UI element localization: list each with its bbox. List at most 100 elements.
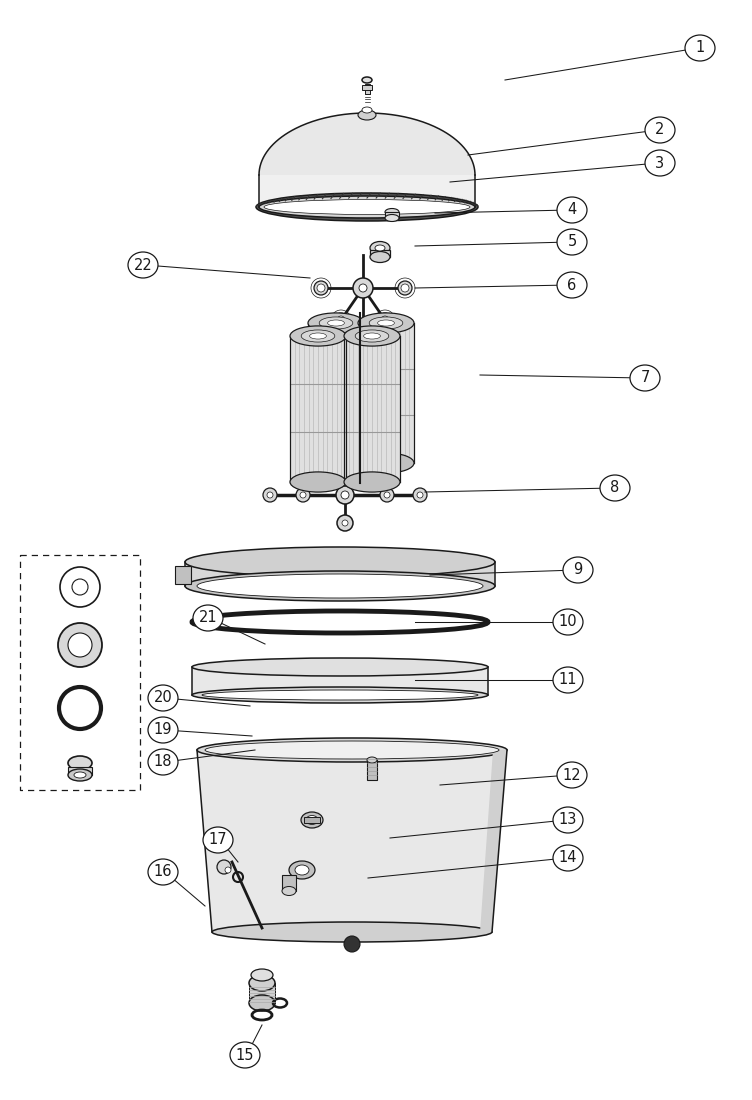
Circle shape: [267, 492, 273, 498]
Circle shape: [384, 492, 390, 498]
Ellipse shape: [202, 690, 478, 700]
Ellipse shape: [310, 333, 326, 339]
Circle shape: [217, 860, 231, 875]
Text: 8: 8: [611, 481, 620, 495]
Circle shape: [337, 515, 353, 531]
Ellipse shape: [600, 475, 630, 500]
Text: 11: 11: [559, 672, 578, 688]
Circle shape: [263, 488, 277, 502]
Ellipse shape: [249, 975, 275, 991]
Ellipse shape: [358, 110, 376, 120]
Bar: [304, 817, 320, 823]
Bar: [367, 760, 377, 780]
Text: 18: 18: [153, 755, 172, 770]
Ellipse shape: [308, 312, 364, 333]
Ellipse shape: [295, 865, 309, 874]
Ellipse shape: [553, 667, 583, 693]
Ellipse shape: [369, 317, 403, 329]
Polygon shape: [259, 175, 475, 207]
Circle shape: [300, 492, 306, 498]
Ellipse shape: [249, 996, 275, 1011]
Ellipse shape: [256, 192, 478, 221]
Ellipse shape: [197, 574, 483, 598]
Polygon shape: [259, 113, 475, 175]
Text: 14: 14: [559, 850, 578, 866]
Ellipse shape: [367, 757, 377, 763]
Ellipse shape: [68, 756, 92, 770]
Text: 22: 22: [134, 257, 153, 273]
Ellipse shape: [148, 717, 178, 743]
Circle shape: [68, 632, 92, 657]
Text: 13: 13: [559, 813, 578, 827]
Text: 4: 4: [567, 202, 577, 218]
Circle shape: [60, 566, 100, 607]
Bar: [249, 983, 275, 1003]
Text: 3: 3: [656, 155, 665, 170]
Text: 19: 19: [153, 723, 172, 737]
Polygon shape: [480, 750, 507, 932]
Ellipse shape: [197, 738, 507, 762]
Circle shape: [337, 316, 345, 324]
Polygon shape: [308, 323, 364, 463]
Ellipse shape: [645, 117, 675, 143]
Ellipse shape: [259, 196, 475, 218]
Ellipse shape: [148, 685, 178, 711]
Ellipse shape: [205, 741, 499, 759]
Bar: [68, 767, 92, 775]
Ellipse shape: [362, 77, 372, 82]
Ellipse shape: [328, 320, 344, 326]
Polygon shape: [197, 750, 507, 932]
Ellipse shape: [251, 969, 273, 981]
Ellipse shape: [185, 571, 495, 601]
Polygon shape: [185, 562, 495, 586]
Circle shape: [58, 623, 102, 667]
Text: 6: 6: [567, 277, 577, 293]
Text: 1: 1: [696, 41, 705, 55]
Ellipse shape: [358, 312, 414, 333]
Circle shape: [401, 284, 409, 292]
Ellipse shape: [378, 320, 394, 326]
Bar: [370, 250, 390, 257]
Ellipse shape: [344, 472, 400, 492]
Ellipse shape: [282, 887, 296, 895]
Text: 20: 20: [153, 691, 172, 705]
Ellipse shape: [289, 861, 315, 879]
Circle shape: [359, 284, 367, 292]
Text: 9: 9: [573, 562, 583, 578]
Ellipse shape: [148, 859, 178, 886]
Text: 15: 15: [235, 1047, 254, 1063]
Circle shape: [378, 314, 392, 327]
Ellipse shape: [212, 922, 492, 942]
Ellipse shape: [557, 197, 587, 223]
Polygon shape: [358, 323, 414, 463]
Ellipse shape: [192, 658, 488, 676]
Ellipse shape: [553, 845, 583, 871]
Circle shape: [344, 936, 360, 952]
Ellipse shape: [557, 762, 587, 788]
Bar: [365, 84, 369, 94]
Text: 12: 12: [562, 768, 581, 782]
Ellipse shape: [557, 272, 587, 298]
Ellipse shape: [203, 827, 233, 853]
Circle shape: [314, 280, 328, 295]
Text: 10: 10: [559, 615, 578, 629]
Circle shape: [342, 520, 348, 526]
Circle shape: [381, 316, 389, 324]
Ellipse shape: [301, 812, 323, 828]
Circle shape: [225, 867, 231, 873]
Ellipse shape: [362, 107, 372, 113]
Ellipse shape: [148, 749, 178, 775]
Circle shape: [353, 278, 373, 298]
Text: 5: 5: [567, 234, 577, 250]
Ellipse shape: [306, 815, 318, 825]
Text: 7: 7: [640, 371, 650, 385]
Circle shape: [341, 491, 349, 499]
Ellipse shape: [630, 365, 660, 390]
Circle shape: [417, 492, 423, 498]
Ellipse shape: [308, 453, 364, 473]
Text: 16: 16: [153, 865, 172, 880]
Ellipse shape: [370, 242, 390, 254]
Ellipse shape: [319, 317, 353, 329]
Ellipse shape: [128, 252, 158, 278]
Ellipse shape: [192, 688, 488, 703]
